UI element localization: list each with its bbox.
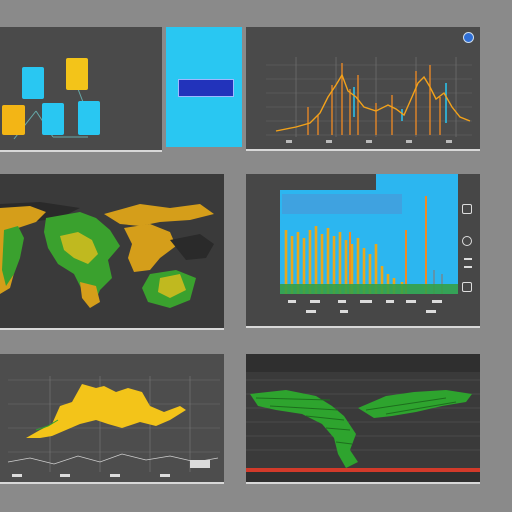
circle-icon[interactable]: [463, 32, 474, 43]
diagram-canvas: [2, 58, 100, 140]
green-map-canvas: [246, 372, 480, 472]
list-icon[interactable]: [464, 258, 472, 268]
diagram-node[interactable]: [42, 103, 64, 135]
area-chart-canvas: [7, 376, 220, 477]
diagram-node[interactable]: [78, 101, 100, 135]
cyan-tile[interactable]: [166, 27, 242, 147]
diagram-node[interactable]: [66, 58, 88, 90]
world-map-canvas: [0, 202, 214, 308]
line-chart-canvas: [266, 57, 472, 143]
bar-chart-panel: [246, 174, 480, 326]
bar-chart-canvas: [280, 174, 458, 313]
diagram-panel: [0, 27, 162, 150]
settings-icon[interactable]: [462, 282, 472, 292]
tile-badge: [178, 79, 234, 97]
area-chart-panel: [0, 354, 224, 482]
diagram-node[interactable]: [2, 105, 25, 135]
line-chart-panel: [246, 27, 480, 149]
green-map-panel: [246, 354, 480, 482]
chart-icon[interactable]: [462, 236, 472, 246]
gear-icon[interactable]: [462, 204, 472, 214]
world-map-panel: [0, 174, 224, 328]
diagram-node[interactable]: [22, 67, 44, 99]
